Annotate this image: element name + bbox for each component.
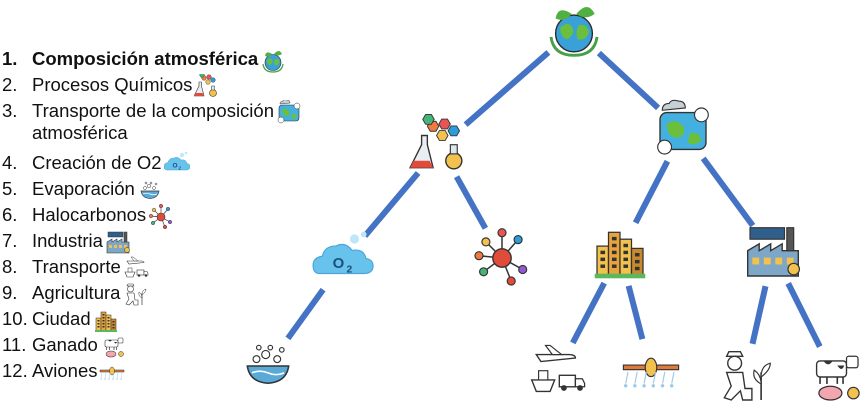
legend-item: 2. Procesos Químicos bbox=[2, 74, 332, 100]
edge-ciudad-aviones bbox=[625, 285, 646, 340]
legend-item: 3. Transporte de la composición atmosféri… bbox=[2, 100, 332, 152]
legend-label: Industria bbox=[32, 230, 103, 251]
legend-item: 4. Creación de O2 O 2 bbox=[2, 152, 332, 178]
factory-icon bbox=[747, 227, 801, 277]
legend-number: 2. bbox=[2, 74, 18, 95]
airplane-spray-icon bbox=[100, 366, 125, 380]
node-transporte-composicion bbox=[657, 99, 709, 155]
chemistry-flask-icon bbox=[408, 113, 463, 170]
molecule-icon bbox=[474, 228, 528, 286]
legend-label: Creación de O2 bbox=[32, 152, 162, 173]
legend-number: 9. bbox=[2, 282, 18, 303]
legend-number: 6. bbox=[2, 204, 18, 225]
legend-label: Ganado bbox=[32, 334, 98, 355]
plane-truck-ship-icon bbox=[124, 256, 149, 278]
legend-number: 4. bbox=[2, 152, 18, 173]
legend-item: 7. Industria bbox=[2, 230, 332, 256]
evaporation-bowl-icon bbox=[246, 344, 290, 384]
legend-label: Composición atmosférica bbox=[32, 48, 259, 69]
earth-leaves-icon bbox=[549, 7, 599, 57]
edge-industria-ganado bbox=[785, 282, 823, 348]
legend-item: 10. Ciudad bbox=[2, 308, 332, 334]
livestock-icon bbox=[815, 355, 860, 401]
node-procesos bbox=[408, 113, 463, 170]
edge-procesos-o2 bbox=[362, 171, 421, 238]
legend-number: 11. bbox=[2, 334, 27, 355]
legend-label: Aviones bbox=[32, 360, 98, 381]
edge-transporte-composicion-industria bbox=[700, 156, 756, 228]
weather-globe-icon bbox=[277, 100, 301, 124]
legend-label: Evaporación bbox=[32, 178, 135, 199]
weather-globe-icon bbox=[657, 99, 709, 155]
node-industria bbox=[747, 227, 801, 277]
edge-procesos-halocarbonos bbox=[453, 175, 489, 230]
factory-icon bbox=[106, 231, 130, 254]
node-halocarbonos bbox=[474, 228, 528, 286]
plane-truck-ship-icon bbox=[530, 344, 586, 393]
city-buildings-icon bbox=[94, 311, 117, 332]
chemistry-flask-icon bbox=[194, 74, 218, 97]
farmer-plant-icon bbox=[723, 351, 771, 401]
edge-o2-evaporacion bbox=[285, 287, 326, 341]
legend-item: 6. Halocarbonos bbox=[2, 204, 332, 230]
legend-label: Transporte bbox=[32, 256, 121, 277]
legend-item: 1. Composición atmosférica bbox=[2, 48, 332, 74]
legend-item: 5. Evaporación bbox=[2, 178, 332, 204]
legend-item: 8. Transporte bbox=[2, 256, 332, 282]
legend-label: Agricultura bbox=[32, 282, 121, 303]
node-evaporacion bbox=[246, 344, 290, 384]
legend-item: 9. Agricultura bbox=[2, 282, 332, 308]
legend-item: 12. Aviones bbox=[2, 360, 332, 386]
node-agricultura bbox=[723, 351, 771, 401]
legend-number: 10. bbox=[2, 308, 28, 329]
earth-leaves-icon bbox=[262, 51, 284, 73]
legend-list: 1. Composición atmosférica 2. Procesos Quím… bbox=[2, 48, 332, 386]
legend-label: Ciudad bbox=[32, 308, 91, 329]
edge-industria-agricultura bbox=[749, 285, 769, 345]
legend-label: Halocarbonos bbox=[32, 204, 147, 225]
legend-number: 12. bbox=[2, 360, 28, 381]
legend-item: 11. Ganado bbox=[2, 334, 332, 360]
svg-text:2: 2 bbox=[178, 166, 181, 171]
edge-ciudad-transporte bbox=[570, 281, 607, 345]
molecule-icon bbox=[149, 204, 173, 229]
legend-number: 7. bbox=[2, 230, 18, 251]
evaporation-bowl-icon bbox=[140, 181, 160, 199]
airplane-spray-icon bbox=[622, 357, 680, 388]
svg-text:O: O bbox=[172, 163, 177, 170]
legend-number: 5. bbox=[2, 178, 18, 199]
edge-composicion-procesos bbox=[463, 50, 551, 127]
node-composicion bbox=[549, 7, 599, 57]
svg-text:O: O bbox=[333, 255, 345, 272]
node-aviones bbox=[622, 357, 680, 388]
legend-number: 8. bbox=[2, 256, 18, 277]
livestock-icon bbox=[104, 337, 124, 358]
legend-number: 3. bbox=[2, 100, 18, 121]
node-transporte bbox=[530, 344, 586, 393]
legend-label: Procesos Químicos bbox=[32, 74, 193, 95]
svg-text:2: 2 bbox=[346, 264, 352, 275]
node-ganado bbox=[815, 355, 860, 401]
edge-transporte-composicion-ciudad bbox=[632, 159, 671, 225]
city-buildings-icon bbox=[594, 231, 646, 279]
legend-label: Transporte de la composición atmosférica bbox=[32, 100, 274, 143]
node-ciudad bbox=[594, 231, 646, 279]
legend-number: 1. bbox=[2, 48, 18, 69]
farmer-plant-icon bbox=[125, 283, 147, 306]
edges-layer bbox=[285, 50, 823, 348]
edge-composicion-transporte-composicion bbox=[596, 50, 661, 111]
